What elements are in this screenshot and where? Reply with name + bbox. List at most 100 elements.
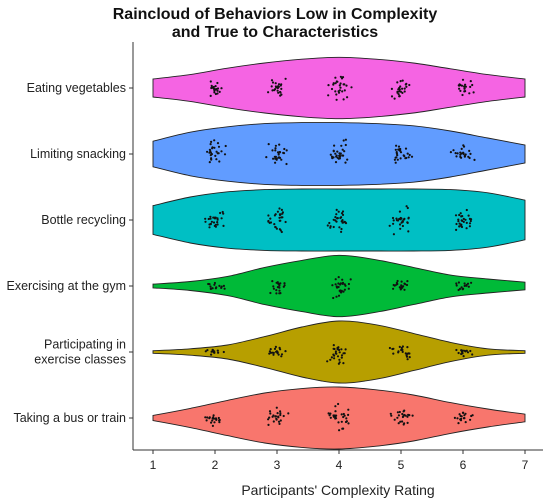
data-point [332, 353, 335, 356]
data-point [337, 346, 340, 349]
data-point [393, 418, 396, 421]
data-point [393, 97, 396, 100]
data-point [344, 284, 347, 287]
chart-title-line-2: and True to Characteristics [171, 24, 379, 41]
data-point [210, 158, 213, 161]
data-point [341, 221, 344, 224]
data-point [342, 154, 345, 157]
data-point [341, 90, 344, 93]
data-point [334, 161, 338, 164]
data-point [402, 423, 405, 426]
data-point [340, 212, 344, 215]
data-point [404, 414, 407, 417]
data-point [461, 411, 465, 414]
data-point [205, 419, 208, 422]
data-point [277, 83, 281, 86]
data-point [274, 225, 277, 229]
data-point [338, 154, 341, 157]
data-point [216, 142, 220, 145]
data-point [272, 157, 275, 160]
data-point [402, 218, 405, 221]
data-point [403, 90, 406, 93]
data-point [344, 143, 347, 147]
data-point [454, 152, 457, 155]
data-point [397, 422, 400, 425]
data-point [460, 417, 463, 420]
data-point [400, 287, 403, 290]
data-point [393, 158, 396, 161]
data-point [208, 226, 211, 229]
data-point [456, 417, 459, 420]
data-point [278, 151, 282, 154]
data-point [272, 351, 275, 354]
data-point [471, 83, 474, 87]
x-axis-label: Participants' Complexity Rating [241, 482, 434, 498]
data-point [216, 221, 219, 224]
data-point [343, 414, 346, 417]
data-point [336, 355, 340, 358]
data-point [468, 156, 471, 160]
data-point [457, 288, 460, 292]
data-point [461, 93, 464, 97]
data-point [338, 226, 341, 229]
data-point [272, 287, 275, 290]
data-point [214, 417, 218, 420]
data-point [204, 220, 207, 223]
data-point [344, 138, 347, 141]
data-point [397, 88, 400, 91]
data-point [208, 283, 211, 286]
data-point [465, 208, 468, 212]
data-point [337, 294, 341, 297]
chart-title-line-1: Raincloud of Behaviors Low in Complexity [112, 6, 438, 23]
data-point [275, 406, 278, 409]
data-point [268, 410, 272, 413]
y-tick-label-exercising-at-the-gym: Exercising at the gym [7, 279, 127, 293]
data-point [267, 143, 270, 146]
data-point [456, 152, 459, 155]
data-point [459, 212, 462, 215]
data-point [343, 150, 346, 153]
violin-eating-vegetables [152, 56, 526, 120]
data-point [390, 95, 394, 98]
data-point [274, 147, 277, 150]
data-point [401, 224, 404, 228]
data-point [338, 89, 341, 92]
data-point [463, 87, 466, 90]
data-point [391, 347, 394, 351]
data-point [347, 413, 350, 416]
x-tick-label-3: 3 [274, 458, 281, 472]
data-point [458, 225, 461, 228]
data-point [461, 78, 465, 81]
data-point [273, 89, 276, 92]
data-point [216, 223, 219, 226]
data-point [406, 221, 409, 224]
data-point [210, 287, 213, 290]
data-point [208, 161, 211, 164]
data-point [212, 221, 216, 224]
data-point [210, 421, 213, 424]
data-point [332, 83, 335, 86]
data-point [349, 278, 352, 281]
data-point [400, 346, 403, 350]
data-point [332, 347, 335, 350]
data-point [403, 288, 406, 291]
data-point [340, 144, 343, 147]
data-point [334, 90, 337, 93]
data-point [270, 85, 273, 88]
data-point [347, 287, 350, 290]
data-point [215, 150, 218, 153]
data-point [346, 96, 349, 99]
data-point [388, 346, 391, 350]
data-point [272, 414, 275, 417]
data-point [396, 411, 399, 414]
data-point [461, 215, 464, 218]
data-point [473, 158, 476, 161]
data-point [459, 414, 462, 418]
data-point [401, 91, 404, 94]
data-point [392, 233, 395, 236]
data-point [460, 225, 464, 229]
data-point [273, 223, 276, 226]
data-point [329, 153, 332, 156]
data-point [340, 354, 344, 357]
data-point [331, 284, 334, 287]
